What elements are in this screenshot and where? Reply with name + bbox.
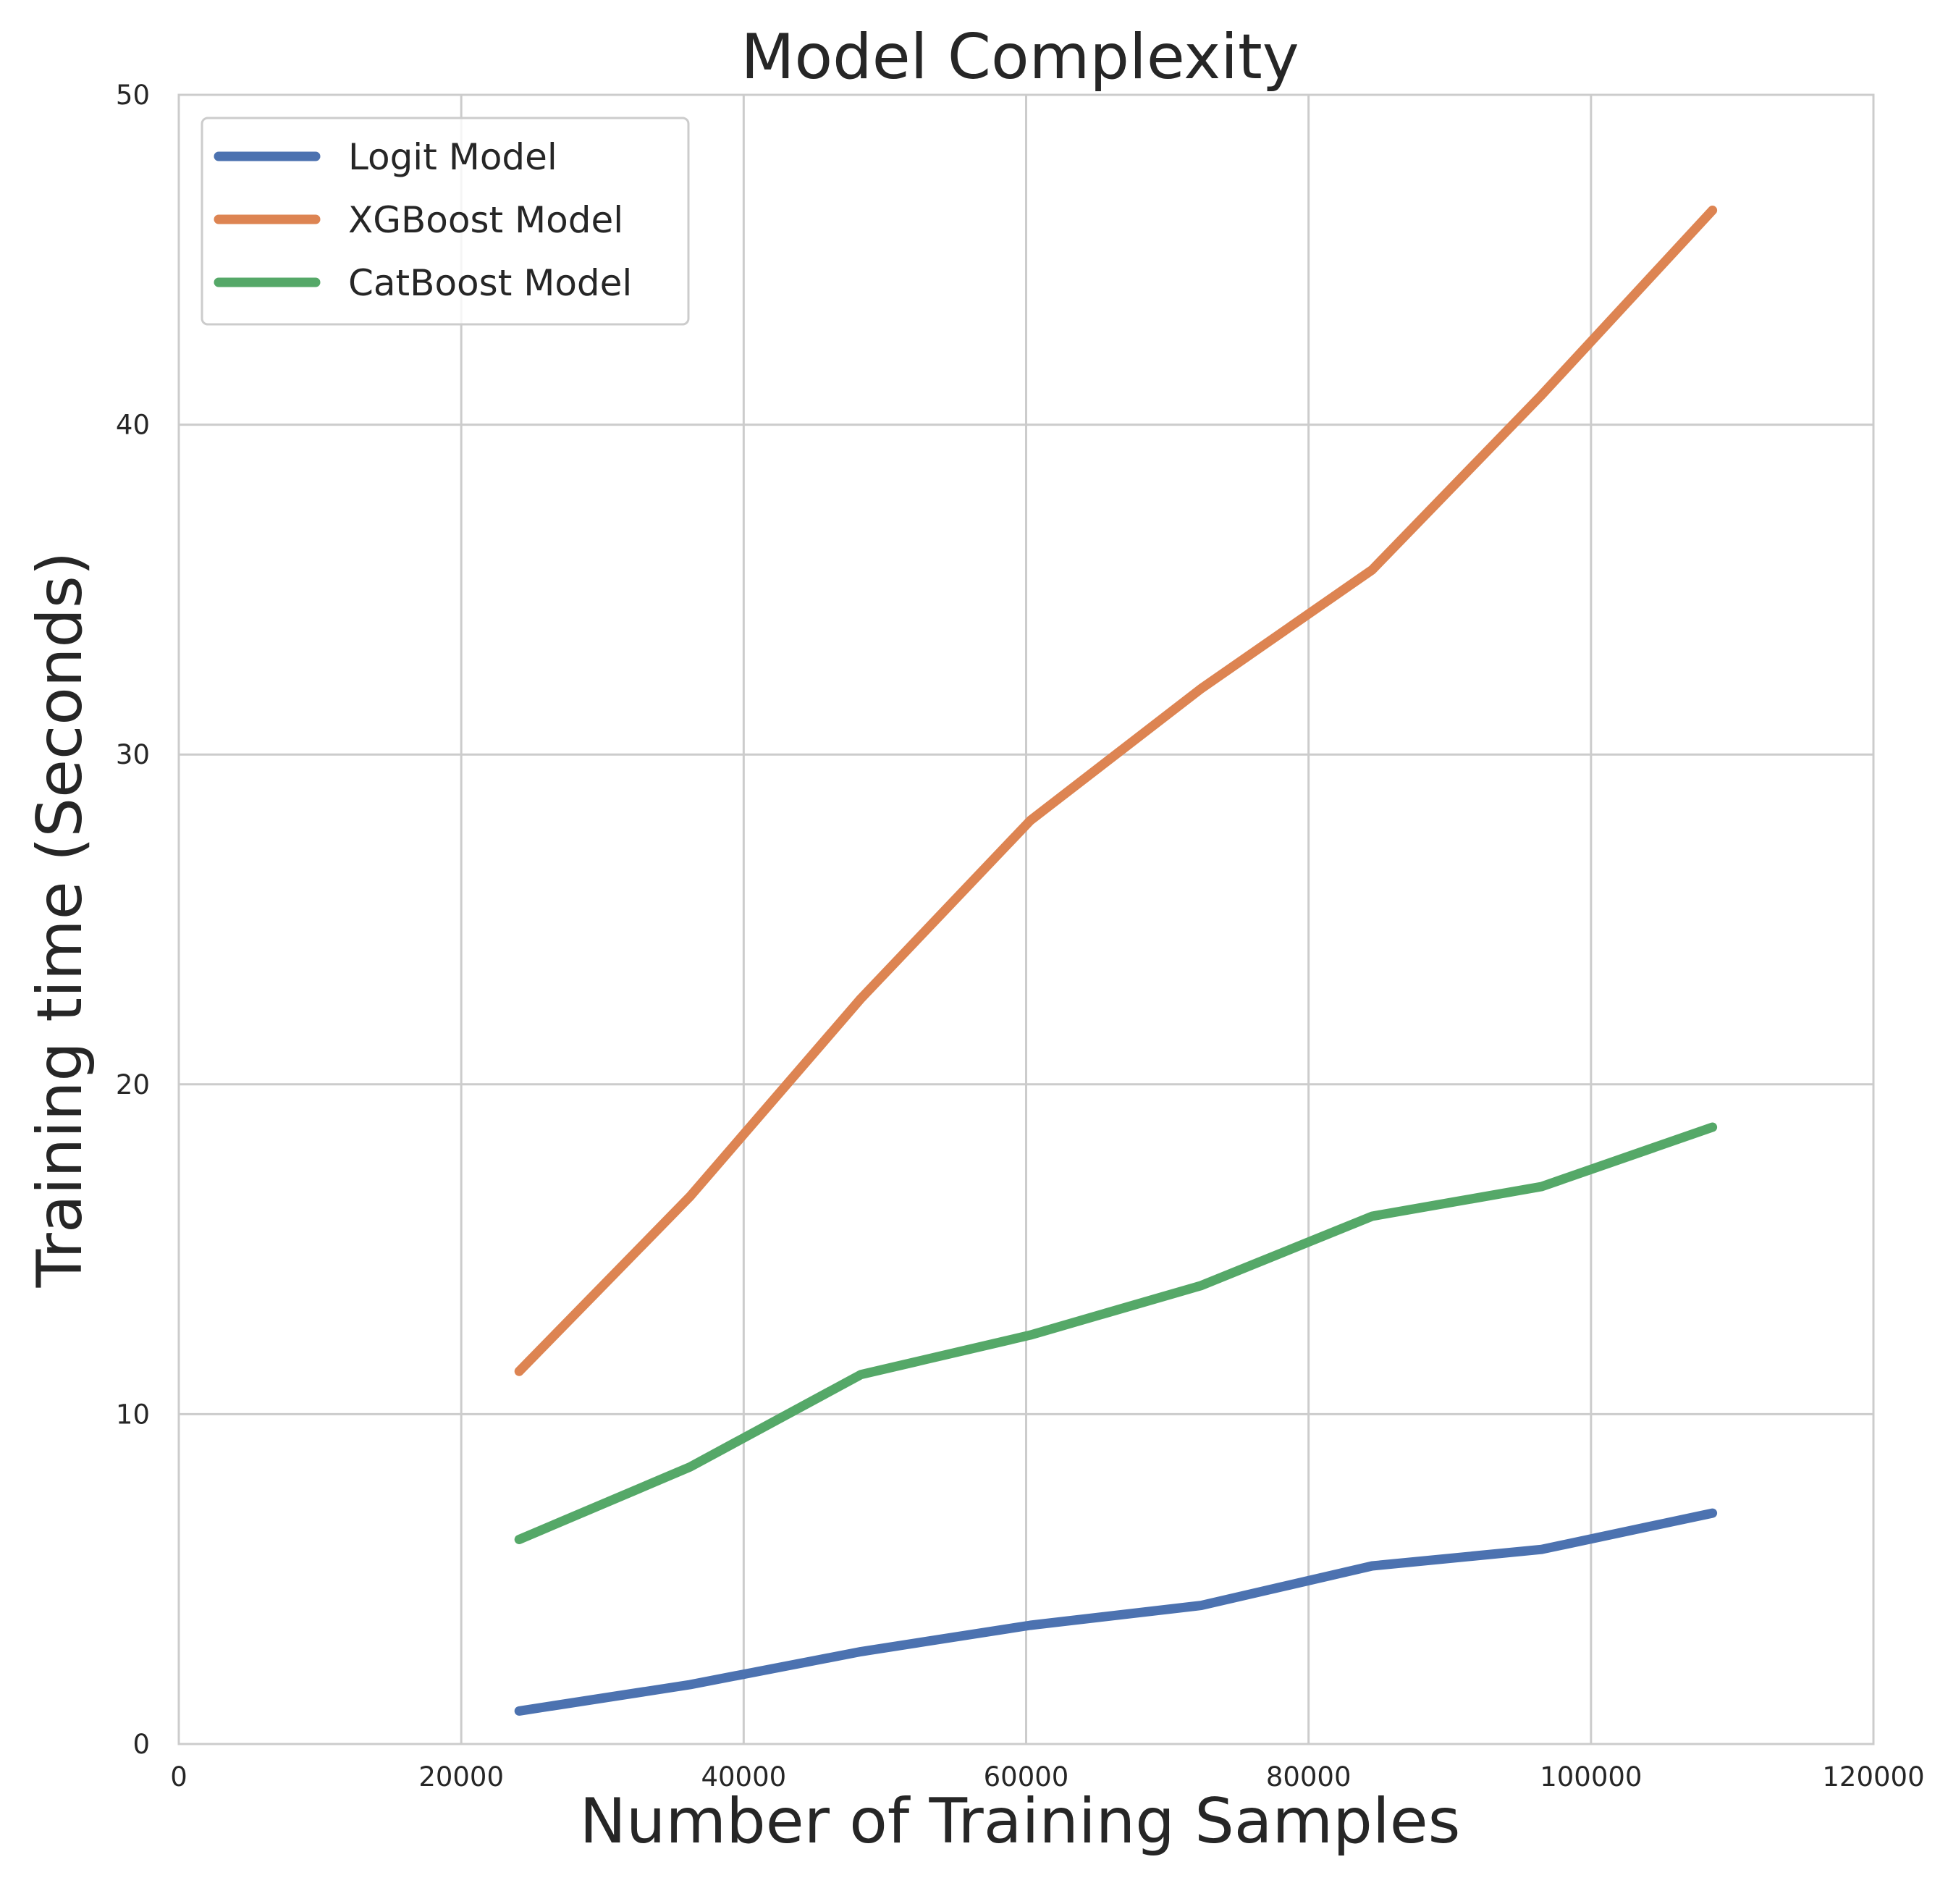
x-tick-label: 80000 xyxy=(1266,1761,1352,1793)
plot-frame xyxy=(177,93,1875,1745)
y-axis-title: Training time (Seconds) xyxy=(24,552,96,1289)
x-tick-label: 120000 xyxy=(1822,1761,1924,1793)
chart-title: Model Complexity xyxy=(741,21,1299,93)
x-tick-label: 40000 xyxy=(701,1761,786,1793)
series-line-2 xyxy=(514,206,1718,1376)
x-axis-title: Number of Training Samples xyxy=(580,1785,1461,1858)
y-tick-label: 50 xyxy=(116,80,150,111)
legend-label-1: Logit Model xyxy=(348,136,557,178)
y-tick-label: 40 xyxy=(116,410,150,441)
series-line-1 xyxy=(514,1508,1718,1716)
x-tick-label: 60000 xyxy=(984,1761,1069,1793)
legend-label-2: XGBoost Model xyxy=(348,199,623,241)
legend-label-3: CatBoost Model xyxy=(348,262,632,304)
y-tick-label: 10 xyxy=(116,1399,150,1430)
series-lines xyxy=(514,206,1718,1716)
x-tick-label: 20000 xyxy=(418,1761,504,1793)
x-tick-labels: 0 20000 40000 60000 80000 100000 120000 xyxy=(170,1761,1924,1793)
x-tick-label: 100000 xyxy=(1540,1761,1642,1793)
x-tick-label: 0 xyxy=(170,1761,187,1793)
y-tick-label: 0 xyxy=(132,1729,150,1760)
y-tick-labels: 0 10 20 30 40 50 xyxy=(116,80,150,1760)
legend-frame xyxy=(201,117,690,326)
y-tick-label: 30 xyxy=(116,739,150,770)
series-line-3 xyxy=(514,1122,1718,1544)
legend: Logit Model XGBoost Model CatBoost Model xyxy=(201,117,690,326)
y-tick-label: 20 xyxy=(116,1069,150,1100)
